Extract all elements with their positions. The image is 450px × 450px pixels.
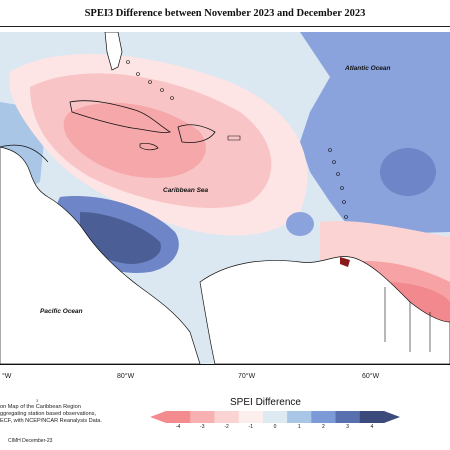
lesser-antilles (328, 148, 348, 219)
map-panel: Atlantic Ocean Caribbean Sea Pacific Oce… (0, 32, 450, 365)
title-divider (0, 26, 450, 27)
legend-swatch (238, 411, 264, 423)
atlantic-deep-patch (380, 148, 436, 196)
legend-tick-label: 2 (322, 424, 325, 430)
south-america-land (199, 256, 450, 364)
legend-swatch (190, 411, 215, 423)
legend-tick-label: 1 (297, 424, 301, 430)
puerto-rico-outline (227, 135, 241, 141)
legend-title: SPEI Difference (230, 397, 301, 408)
florida-land (104, 32, 123, 71)
map-title: SPEI3 Difference between November 2023 a… (84, 8, 366, 19)
legend-swatch (335, 411, 361, 423)
legend-swatch (214, 411, 240, 423)
legend-swatch (311, 411, 337, 423)
legend-tick-label: 0 (273, 424, 277, 430)
legend-arrow-high (384, 411, 400, 423)
bahamas (126, 60, 174, 100)
longitude-label-60w: 60°W (362, 373, 380, 380)
trinidad (340, 257, 350, 267)
legend-swatch (287, 411, 312, 423)
blue-small-patch (286, 212, 314, 236)
legend-arrow-low (150, 411, 166, 423)
legend-swatch (359, 411, 385, 423)
note-line-2: ggregating station based observations, (0, 411, 97, 417)
cuba-outline (69, 100, 171, 133)
longitude-label-70w: 70°W (238, 373, 256, 380)
legend-tick-label: -1 (248, 424, 253, 430)
pacific-ocean-label: Pacific Ocean (40, 308, 83, 315)
legend-tick-label: -3 (200, 424, 205, 430)
color-legend-bar (150, 411, 400, 423)
note-line-1: on Map of the Caribbean Region (0, 404, 81, 410)
legend-swatch (262, 411, 288, 423)
small-mark: 3 (36, 398, 39, 403)
pink-anomaly-inner (63, 102, 206, 178)
central-america-land (0, 146, 201, 364)
spei-map (0, 32, 450, 364)
jamaica-outline (139, 143, 159, 151)
legend-swatch (166, 411, 191, 423)
hispaniola-outline (177, 124, 216, 143)
longitude-label-80w: 80°W (117, 373, 135, 380)
caribbean-sea-label: Caribbean Sea (163, 187, 209, 194)
legend-tick-label: 3 (346, 424, 350, 430)
legend-tick-label: 4 (370, 424, 374, 430)
longitude-label-90w: °W (2, 373, 12, 380)
legend-tick-label: -2 (224, 424, 229, 430)
atlantic-ocean-label: Atlantic Ocean (345, 65, 391, 72)
note-line-3: ECF, with NCEP/NCAR Reanalysis Data. (0, 418, 102, 424)
legend-tick-label: -4 (175, 424, 181, 430)
credit-text: CIMH December-23 (8, 438, 53, 444)
sa-borders (384, 287, 431, 352)
yucatan-coast (0, 144, 49, 163)
